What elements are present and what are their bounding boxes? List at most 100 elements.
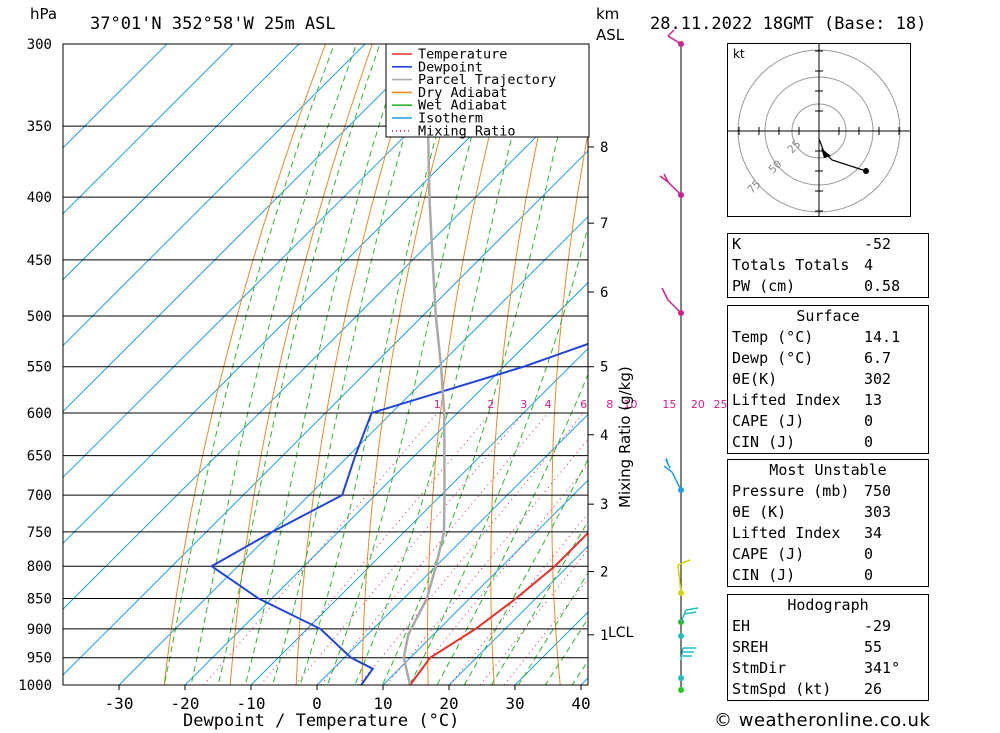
- pressure-tick-label: 400: [27, 190, 52, 206]
- surface-table: Surface Temp (°C) 14.1 Dewp (°C) 6.7 θE(K)…: [727, 305, 929, 454]
- mu-value: 750: [864, 482, 892, 500]
- surface-label: Dewp (°C): [732, 349, 814, 367]
- wind-level-marker: [678, 633, 684, 639]
- dry-adiabat-line: [229, 44, 373, 685]
- surface-label: CIN (J): [732, 433, 796, 451]
- hodo-value: 26: [864, 680, 883, 698]
- mixing-ratio-label: 8: [606, 398, 613, 411]
- wet-adiabat-line: [271, 44, 434, 685]
- index-label: PW (cm): [732, 277, 796, 295]
- wet-adiabat-line: [490, 520, 588, 685]
- x-tick-label: 40: [571, 694, 590, 713]
- km-tick-label: 3: [600, 497, 608, 513]
- pressure-tick-label: 300: [27, 37, 52, 53]
- isotherm-line: [63, 44, 300, 281]
- surface-value: 302: [864, 370, 892, 388]
- hodograph-plot: kt 25 50 75: [728, 44, 910, 216]
- dry-adiabat-line: [551, 130, 588, 685]
- isotherm-line: [63, 44, 432, 413]
- dry-adiabat-line: [295, 44, 420, 685]
- mixing-ratio-axis-label: Mixing Ratio (g/kg): [616, 366, 634, 508]
- mixing-ratio-label: 1: [434, 398, 441, 411]
- wet-adiabat-line: [163, 44, 335, 685]
- hodograph-table: Hodograph EH -29 SREH 55 StmDir 341° StmSpd…: [727, 594, 929, 701]
- hodo-ring-label-50: 50: [766, 158, 785, 177]
- isotherm-line: [63, 150, 588, 676]
- km-tick-label: 5: [600, 360, 608, 376]
- mu-label: θE (K): [732, 503, 787, 521]
- pressure-tick-label: 900: [27, 622, 52, 638]
- credit-link[interactable]: © weatheronline.co.uk: [714, 710, 931, 731]
- mixing-ratio-line: [358, 412, 584, 685]
- index-value: -52: [864, 235, 892, 253]
- surface-label: Temp (°C): [732, 328, 814, 346]
- surface-row: CAPE (J) 0: [728, 411, 928, 432]
- mu-value: 303: [864, 503, 892, 521]
- hodo-label: StmSpd (kt): [732, 680, 832, 698]
- hodograph-unit: kt: [733, 47, 745, 61]
- mu-label: CAPE (J): [732, 545, 805, 563]
- hodo-row: SREH 55: [728, 637, 928, 658]
- parcel-trajectory-line: [402, 44, 446, 685]
- mixing-ratio-line: [479, 549, 588, 685]
- x-axis-label: Dewpoint / Temperature (°C): [183, 711, 459, 731]
- legend-item-label: Parcel Trajectory: [418, 72, 556, 88]
- mixing-ratio-label: 3: [520, 398, 527, 411]
- mixing-ratio-label: 10: [624, 398, 638, 411]
- dry-adiabat-line: [427, 44, 514, 685]
- km-tick-label: 4: [600, 428, 608, 444]
- mixing-ratio-line: [503, 578, 588, 685]
- hodo-label: StmDir: [732, 659, 787, 677]
- mixing-ratio-label: 4: [545, 398, 552, 411]
- mu-label: Pressure (mb): [732, 482, 850, 500]
- index-row-pw: PW (cm) 0.58: [728, 276, 928, 297]
- km-tick-label: 6: [600, 285, 608, 301]
- pressure-tick-label: 850: [27, 591, 52, 607]
- legend-item-label: Dewpoint: [418, 59, 483, 75]
- datetime-title: 28.11.2022 18GMT (Base: 18): [650, 14, 926, 34]
- pressure-tick-label: 450: [27, 253, 52, 269]
- surface-row: θE(K) 302: [728, 369, 928, 390]
- mixing-ratio-label: 15: [662, 398, 676, 411]
- wind-barb: [667, 29, 682, 45]
- km-tick-label: 2: [600, 564, 608, 580]
- surface-value: 13: [864, 391, 883, 409]
- x-tick-label: -20: [171, 694, 200, 713]
- legend-item-label: Temperature: [418, 47, 507, 63]
- dry-adiabat-line: [361, 44, 467, 685]
- mixing-ratio-label: 25: [714, 398, 728, 411]
- surface-label: Lifted Index: [732, 391, 841, 409]
- temperature-line: [409, 531, 588, 685]
- km-tick-label: 8: [600, 140, 608, 156]
- surface-value: 0: [864, 412, 874, 430]
- isotherm-line: [382, 479, 588, 685]
- wind-level-marker: [678, 687, 684, 693]
- pressure-tick-label: 600: [27, 406, 52, 422]
- hodograph-title: Hodograph: [787, 596, 869, 614]
- dry-adiabat-line: [669, 7, 707, 711]
- km-label: km: [596, 5, 619, 23]
- legend-item-label: Wet Adiabat: [418, 98, 507, 114]
- mixing-ratio-label: 20: [691, 398, 705, 411]
- mixing-ratio-line: [408, 463, 588, 685]
- dry-adiabat-line: [163, 44, 327, 685]
- indices-table: K -52 Totals Totals 4 PW (cm) 0.58: [727, 233, 929, 298]
- mu-row: CIN (J) 0: [728, 565, 928, 586]
- wet-adiabat-line: [190, 44, 358, 685]
- pressure-tick-label: 750: [27, 525, 52, 541]
- hodo-ring-label-25: 25: [785, 138, 804, 157]
- wet-adiabat-line: [354, 44, 537, 685]
- plot-frame: [62, 43, 589, 686]
- location-title: 37°01'N 352°58'W 25m ASL: [90, 14, 336, 34]
- lcl-label: LCL: [608, 625, 634, 641]
- wet-adiabat-line: [436, 373, 588, 685]
- isotherm-line: [63, 44, 168, 149]
- pressure-tick-label: 1000: [18, 678, 52, 694]
- pressure-tick-label: 350: [27, 119, 52, 135]
- wet-adiabat-line: [244, 44, 406, 685]
- x-tick-label: 20: [439, 694, 458, 713]
- surface-row: Temp (°C) 14.1: [728, 327, 928, 348]
- dry-adiabat-line: [490, 44, 560, 685]
- mu-label: Lifted Index: [732, 524, 841, 542]
- dry-adiabat-line: [611, 7, 660, 711]
